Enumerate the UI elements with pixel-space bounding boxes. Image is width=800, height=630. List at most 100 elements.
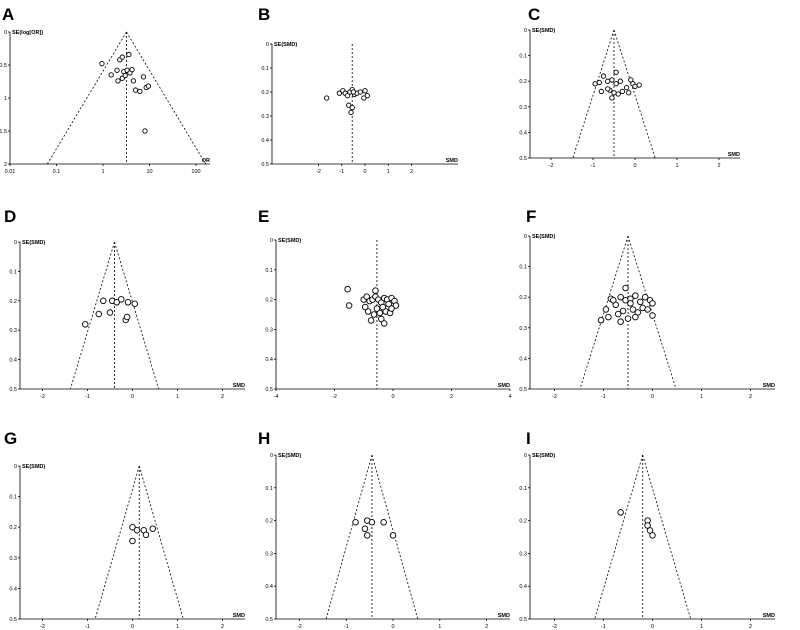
x-tick-label: 2 — [410, 169, 413, 175]
study-point — [636, 82, 642, 88]
y-axis-label: SE(SMD) — [278, 238, 301, 244]
y-tick-label: 0 — [14, 240, 17, 246]
x-tick-label: -2 — [297, 624, 302, 630]
y-tick-label: 0.2 — [265, 519, 273, 525]
study-point — [392, 302, 400, 309]
study-point — [592, 81, 598, 87]
study-point — [644, 306, 651, 313]
study-point — [617, 318, 624, 325]
x-tick-label: 1 — [675, 163, 678, 169]
study-point — [624, 315, 632, 322]
funnel-left-limit — [325, 454, 373, 620]
study-point — [81, 321, 89, 328]
x-tick-label: 0 — [633, 163, 636, 169]
study-point — [336, 90, 343, 96]
study-point — [370, 311, 378, 318]
y-tick-label: 2 — [4, 162, 7, 168]
study-point — [323, 95, 330, 101]
study-point — [605, 313, 612, 321]
x-tick-label: 0 — [363, 169, 366, 175]
study-point — [373, 305, 381, 312]
x-axis-label: SMD — [446, 158, 458, 164]
x-tick-label: 0.1 — [53, 169, 61, 175]
study-point — [106, 309, 114, 316]
funnel-plot-g: G 0 0.1 0.2 0.3 0.4 0.5 -2 -1 0 1 2 SE(SMD) SMD — [4, 429, 245, 630]
study-point — [130, 78, 137, 84]
study-point — [95, 310, 102, 318]
study-point — [617, 78, 623, 84]
y-tick-label: 0.2 — [9, 525, 17, 531]
x-tick-label: 2 — [749, 394, 752, 400]
y-tick-label: 0.5 — [519, 156, 527, 162]
study-point — [378, 315, 385, 323]
y-tick-label: 0 — [524, 453, 527, 459]
study-point — [352, 518, 359, 526]
funnel-left-limit — [94, 465, 140, 620]
x-tick-label: 1 — [700, 394, 703, 400]
y-tick-label: 0.2 — [519, 295, 527, 301]
study-point — [632, 292, 639, 299]
y-tick-label: 0.3 — [9, 556, 17, 562]
x-tick-label: 0 — [131, 394, 134, 400]
y-tick-label: 0.3 — [9, 328, 17, 334]
x-tick-label: 1 — [700, 624, 703, 630]
panel-label: F — [526, 207, 536, 226]
y-tick-label: 0.4 — [519, 584, 527, 590]
study-point — [627, 300, 634, 307]
study-point — [598, 88, 605, 95]
y-tick-label: 0.2 — [519, 79, 527, 85]
x-tick-label: -1 — [591, 163, 596, 169]
x-axis-label: SMD — [728, 152, 740, 158]
y-tick-label: 0.5 — [265, 387, 273, 393]
x-axis-label: OR — [202, 158, 210, 164]
study-point — [605, 78, 611, 84]
study-point — [344, 285, 351, 293]
x-axis-label: SMD — [498, 613, 510, 619]
study-point — [380, 518, 387, 526]
study-point — [137, 88, 143, 95]
study-point — [637, 298, 644, 306]
y-tick-label: 0.5 — [9, 387, 17, 393]
x-tick-label: 0.01 — [5, 169, 16, 175]
y-tick-label: 0.5 — [0, 63, 7, 69]
study-point — [379, 303, 387, 311]
y-tick-label: 0.3 — [265, 327, 273, 333]
funnel-plot-i: I 0 0.1 0.2 0.3 0.4 0.5 -2 -1 0 1 2 SE(SMD) SMD — [519, 429, 775, 630]
y-tick-label: 0.5 — [9, 617, 17, 623]
study-point — [361, 303, 369, 311]
panel-label: E — [258, 207, 269, 226]
study-point — [368, 518, 376, 526]
x-tick-label: 1 — [387, 169, 390, 175]
y-tick-label: 0.3 — [519, 105, 527, 111]
y-tick-label: 0.5 — [265, 617, 273, 623]
study-point — [131, 300, 138, 307]
y-axis-label: SE(SMD) — [532, 234, 555, 240]
funnel-plot-c: C00.10.20.30.40.5-2 -1 0 1 2SE(SMD)SMD — [519, 5, 740, 169]
x-tick-label: -2 — [40, 394, 45, 400]
x-axis-label: SMD — [763, 383, 775, 389]
study-point — [623, 84, 630, 91]
study-point — [129, 537, 136, 545]
y-tick-label: 0.2 — [261, 90, 269, 96]
study-point — [142, 128, 148, 134]
y-tick-label: 0.3 — [265, 551, 273, 557]
panel-label: A — [2, 5, 14, 24]
study-point — [349, 104, 355, 111]
study-point — [361, 525, 369, 533]
funnel-plot-b: B 0 0.1 0.2 0.3 0.4 0.5 -2 -1 0 1 2 SE(SMD) SMD — [258, 5, 458, 175]
panel-label: I — [526, 429, 531, 448]
study-point — [114, 67, 120, 73]
x-axis-label: SMD — [233, 383, 245, 389]
study-point — [600, 73, 607, 79]
x-tick-label: -1 — [601, 624, 606, 630]
x-tick-label: 0 — [651, 624, 654, 630]
y-axis-label: SE(SMD) — [532, 453, 555, 459]
funnel-left-limit — [46, 31, 127, 165]
funnel-right-limit — [114, 241, 159, 390]
y-tick-label: 0.1 — [265, 486, 273, 492]
y-tick-label: 0.4 — [9, 586, 17, 592]
x-tick-label: 1 — [176, 394, 179, 400]
study-point — [372, 287, 379, 294]
study-point — [124, 299, 132, 306]
study-point — [626, 90, 632, 96]
